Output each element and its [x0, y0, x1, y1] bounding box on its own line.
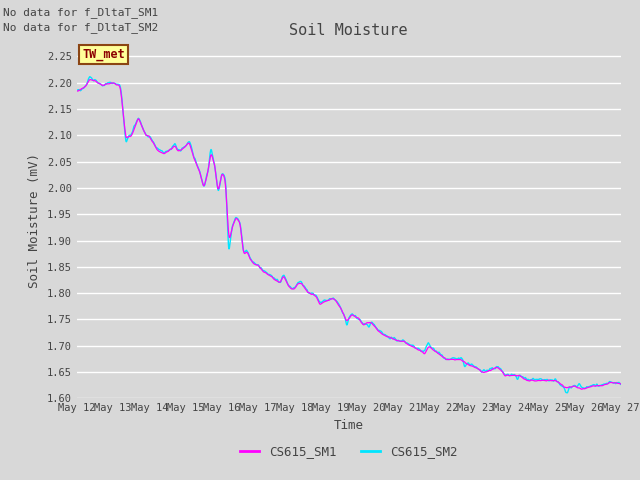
Text: No data for f_DltaT_SM1: No data for f_DltaT_SM1 — [3, 7, 159, 18]
CS615_SM1 — [86, 77, 94, 83]
Line: CS615_SM1: CS615_SM1 — [77, 80, 621, 389]
Y-axis label: Soil Moisture (mV): Soil Moisture (mV) — [28, 153, 42, 288]
CS615_SM2 — [73, 87, 81, 93]
CS615_SM2 — [86, 74, 93, 80]
CS615_SM1 — [617, 381, 625, 387]
CS615_SM2 — [563, 390, 571, 396]
Title: Soil Moisture: Soil Moisture — [289, 23, 408, 38]
X-axis label: Time: Time — [334, 419, 364, 432]
CS615_SM1 — [602, 382, 609, 387]
CS615_SM1 — [502, 373, 509, 379]
CS615_SM2 — [602, 381, 609, 387]
CS615_SM1 — [602, 382, 609, 387]
Text: No data for f_DltaT_SM2: No data for f_DltaT_SM2 — [3, 22, 159, 33]
CS615_SM1 — [73, 88, 81, 94]
Text: TW_met: TW_met — [82, 48, 125, 61]
CS615_SM1 — [101, 82, 109, 87]
CS615_SM2 — [101, 82, 109, 88]
CS615_SM1 — [338, 307, 346, 313]
CS615_SM2 — [338, 307, 346, 313]
Legend: CS615_SM1, CS615_SM2: CS615_SM1, CS615_SM2 — [235, 440, 463, 463]
CS615_SM1 — [323, 298, 331, 303]
CS615_SM2 — [502, 372, 509, 378]
Line: CS615_SM2: CS615_SM2 — [77, 77, 621, 393]
CS615_SM2 — [323, 298, 331, 303]
CS615_SM1 — [578, 386, 586, 392]
CS615_SM2 — [602, 381, 609, 387]
CS615_SM2 — [617, 382, 625, 387]
